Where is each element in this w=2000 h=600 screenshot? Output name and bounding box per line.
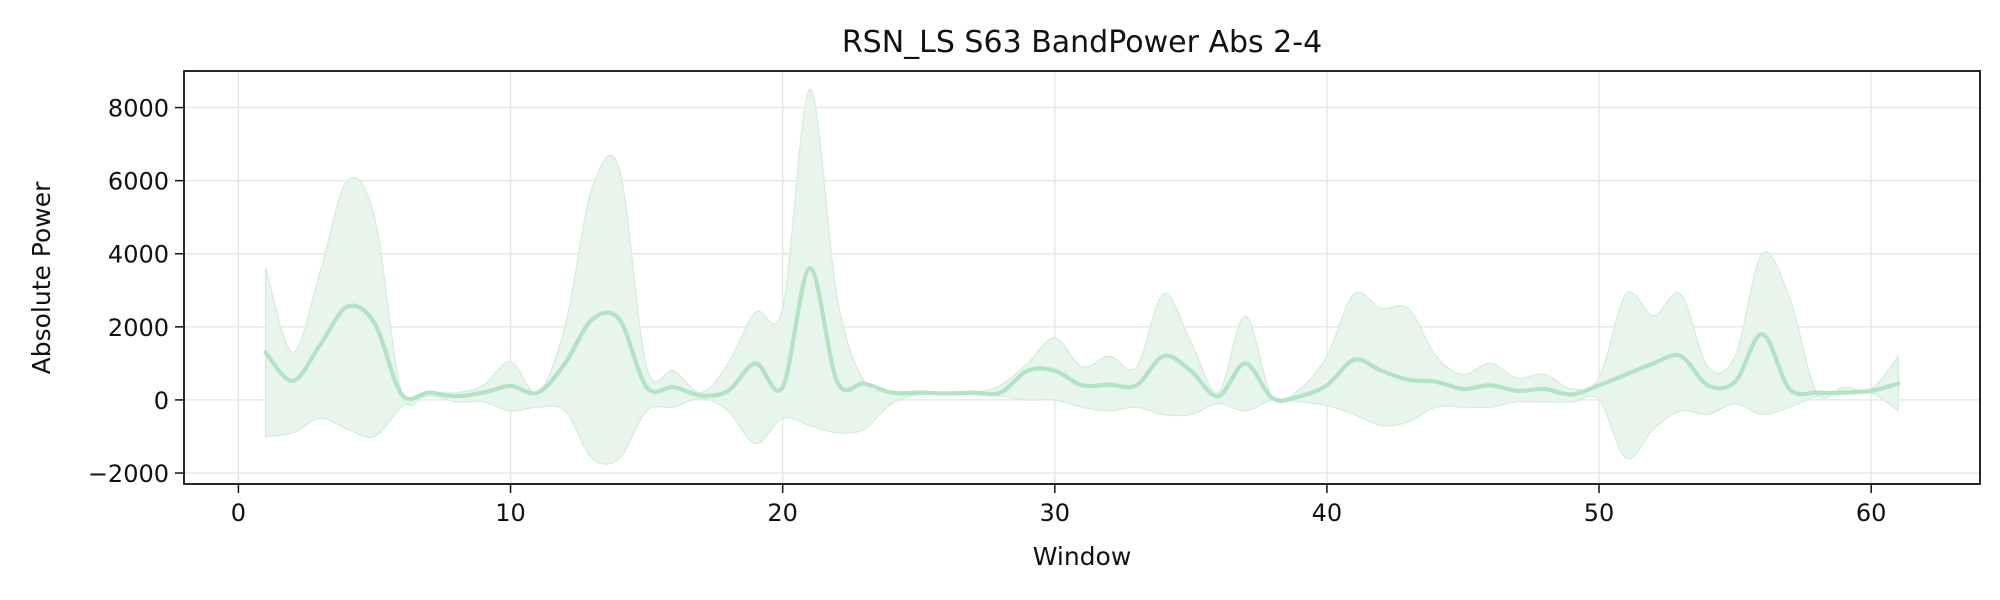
- plot-frame: [183, 70, 1981, 485]
- x-tick-label: 40: [1312, 499, 1343, 527]
- y-tick-label: −2000: [88, 460, 169, 488]
- y-axis-ticks: −2000 0 2000 4000 6000 8000: [88, 95, 184, 488]
- x-axis-label: Window: [1033, 542, 1132, 571]
- y-tick-label: 4000: [108, 241, 169, 269]
- x-axis-ticks: 0 10 20 30 40 50 60: [231, 484, 1887, 527]
- y-tick-label: 6000: [108, 168, 169, 196]
- y-tick-label: 8000: [108, 95, 169, 123]
- x-tick-label: 60: [1856, 499, 1887, 527]
- gridlines: [184, 71, 1980, 484]
- x-tick-label: 30: [1040, 499, 1071, 527]
- band-layer: [265, 88, 1899, 465]
- confidence-band: [265, 88, 1899, 465]
- x-tick-label: 10: [495, 499, 526, 527]
- line-layer: [263, 266, 1901, 403]
- mean-line: [263, 266, 1901, 403]
- chart-title: RSN_LS S63 BandPower Abs 2-4: [842, 25, 1322, 60]
- y-axis-label: Absolute Power: [27, 181, 56, 375]
- x-tick-label: 20: [767, 499, 798, 527]
- x-tick-label: 0: [231, 499, 246, 527]
- x-tick-label: 50: [1584, 499, 1615, 527]
- y-tick-label: 0: [154, 387, 169, 415]
- y-tick-label: 2000: [108, 314, 169, 342]
